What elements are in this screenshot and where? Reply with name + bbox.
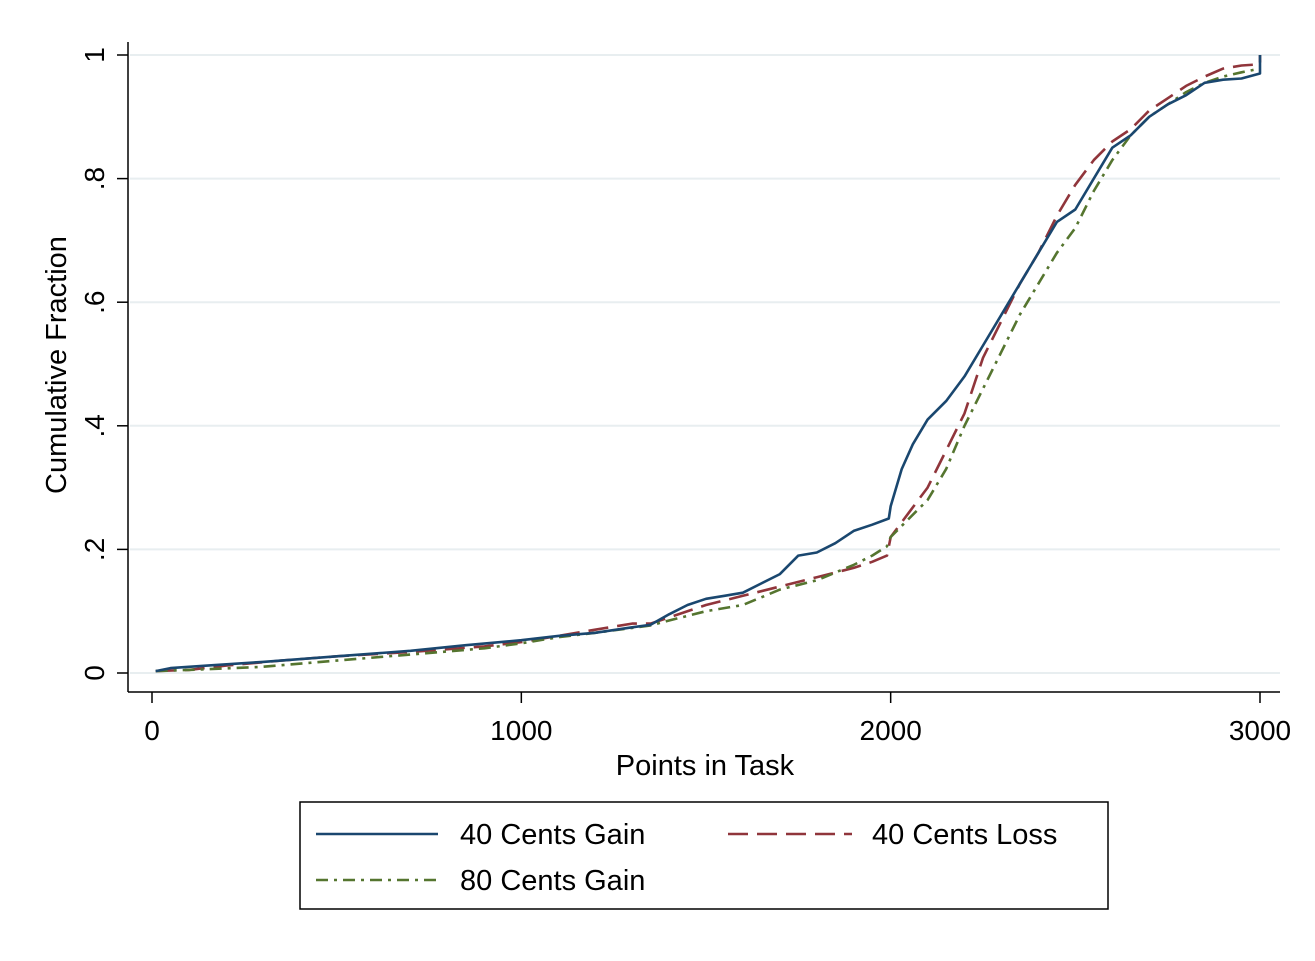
series-line-40-cents-gain — [155, 55, 1262, 673]
legend-box — [299, 801, 1109, 910]
x-axis-title: Points in Task — [616, 750, 795, 782]
x-tick-label: 3000 — [1229, 715, 1291, 746]
series-line-40-cents-loss — [155, 55, 1262, 673]
y-tick-label: .8 — [79, 167, 110, 190]
legend-label-80-cents-gain: 80 Cents Gain — [460, 865, 645, 897]
x-tick-label: 2000 — [860, 715, 922, 746]
axes — [127, 42, 1280, 693]
legend-label-40-cents-loss: 40 Cents Loss — [872, 819, 1057, 851]
legend-items: 40 Cents Gain 40 Cents Loss 80 Cents Gain — [316, 819, 1057, 897]
y-tick-label: .4 — [79, 414, 110, 437]
legend: 40 Cents Gain 40 Cents Loss 80 Cents Gain — [299, 801, 1109, 910]
y-tick-label: 1 — [79, 47, 110, 63]
legend-label-40-cents-gain: 40 Cents Gain — [460, 819, 645, 851]
x-tick-label: 0 — [144, 715, 160, 746]
grid-lines — [130, 54, 1280, 674]
x-tick-label: 1000 — [490, 715, 552, 746]
y-tick-label: .2 — [79, 538, 110, 561]
y-tick-label: .6 — [79, 291, 110, 314]
y-axis-title: Cumulative Fraction — [41, 236, 73, 494]
tick-marks-and-labels: 0 .2 .4 .6 .8 1 0 1000 2000 3000 — [79, 47, 1291, 746]
y-tick-label: 0 — [79, 665, 110, 681]
series-lines — [155, 55, 1262, 673]
